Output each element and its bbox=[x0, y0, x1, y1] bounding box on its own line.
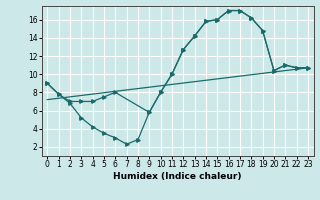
X-axis label: Humidex (Indice chaleur): Humidex (Indice chaleur) bbox=[113, 172, 242, 181]
